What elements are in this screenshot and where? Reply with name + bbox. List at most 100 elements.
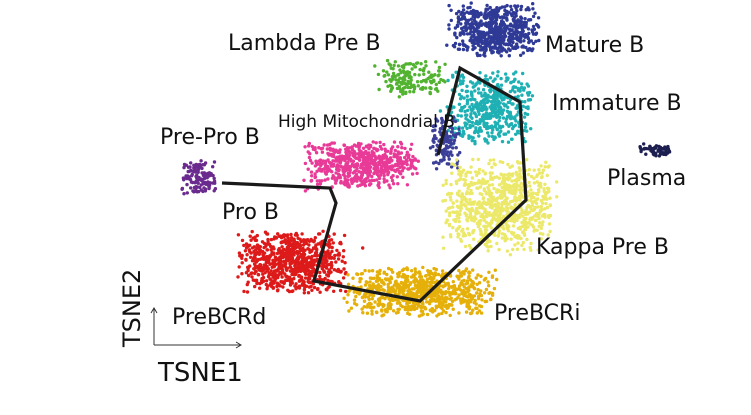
scatter-point (555, 195, 559, 199)
scatter-point (393, 169, 398, 173)
scatter-point (319, 163, 323, 168)
scatter-point (389, 149, 393, 154)
scatter-point (237, 251, 242, 255)
scatter-point (395, 81, 399, 86)
scatter-point (451, 205, 455, 209)
scatter-point (268, 282, 273, 287)
scatter-point (364, 170, 368, 175)
scatter-point (527, 168, 531, 172)
scatter-point (309, 280, 313, 285)
scatter-point (464, 310, 469, 314)
scatter-point (283, 238, 287, 242)
scatter-point (519, 53, 523, 57)
scatter-point (302, 291, 306, 295)
scatter-point (273, 235, 277, 239)
scatter-point (383, 160, 387, 164)
scatter-point (328, 147, 332, 151)
scatter-point (404, 306, 408, 310)
scatter-point (340, 259, 344, 263)
scatter-point (513, 90, 517, 94)
scatter-point (364, 151, 368, 155)
scatter-point (383, 147, 387, 151)
scatter-point (196, 163, 200, 167)
scatter-point (309, 179, 313, 183)
scatter-point (499, 20, 504, 25)
scatter-point (474, 82, 478, 87)
scatter-point (500, 205, 504, 210)
scatter-point (484, 287, 489, 292)
scatter-point (508, 23, 512, 27)
scatter-point (326, 274, 331, 278)
scatter-point (396, 150, 400, 154)
scatter-point (395, 175, 399, 179)
scatter-point (461, 168, 466, 172)
scatter-point (488, 76, 493, 80)
scatter-point (484, 209, 488, 214)
scatter-point (511, 232, 515, 236)
scatter-point (473, 216, 477, 220)
scatter-point (516, 30, 520, 34)
scatter-point (521, 71, 525, 76)
scatter-point (375, 165, 380, 170)
scatter-point (324, 266, 329, 270)
scatter-point (533, 11, 537, 15)
scatter-point (510, 174, 515, 178)
scatter-point (264, 279, 269, 283)
scatter-point (318, 290, 322, 294)
scatter-point (289, 232, 293, 237)
scatter-point (260, 250, 265, 254)
scatter-point (460, 200, 464, 204)
scatter-point (457, 225, 462, 229)
scatter-point (305, 261, 309, 265)
scatter-point (266, 260, 270, 264)
scatter-point (297, 250, 301, 255)
scatter-point (498, 6, 502, 10)
scatter-point (488, 45, 492, 49)
scatter-point (485, 107, 489, 111)
scatter-point (499, 109, 504, 113)
scatter-point (408, 62, 412, 66)
scatter-point (307, 285, 312, 289)
scatter-point (460, 10, 464, 15)
scatter-point (460, 126, 465, 130)
scatter-point (433, 271, 437, 275)
scatter-point (468, 278, 473, 282)
scatter-point (317, 179, 322, 183)
scatter-point (465, 126, 469, 131)
scatter-point (523, 125, 528, 129)
scatter-point (477, 134, 481, 138)
scatter-point (306, 279, 310, 284)
scatter-point (495, 74, 500, 78)
scatter-point (428, 86, 432, 90)
scatter-point (406, 311, 410, 316)
scatter-point (486, 192, 490, 196)
scatter-point (529, 248, 533, 252)
scatter-point (523, 100, 527, 104)
scatter-point (453, 210, 457, 215)
scatter-point (292, 273, 297, 277)
scatter-point (248, 250, 252, 254)
cluster-label-high-mitochondrial-b: High Mitochondrial B (278, 112, 455, 132)
scatter-point (505, 177, 510, 181)
scatter-point (490, 165, 494, 169)
scatter-point (451, 73, 455, 78)
scatter-point (405, 283, 409, 287)
scatter-point (396, 299, 400, 303)
scatter-point (385, 70, 389, 74)
scatter-point (444, 209, 448, 213)
scatter-point (483, 299, 488, 304)
scatter-point (340, 165, 344, 169)
scatter-point (475, 103, 480, 108)
scatter-point (428, 91, 432, 96)
scatter-point (365, 311, 370, 315)
scatter-point (447, 222, 452, 226)
scatter-point (509, 237, 513, 241)
scatter-point (492, 286, 497, 291)
scatter-point (367, 301, 372, 305)
scatter-point (382, 180, 386, 184)
scatter-point (342, 267, 346, 271)
scatter-point (527, 31, 531, 36)
scatter-point (454, 70, 458, 75)
scatter-point (517, 172, 522, 176)
scatter-point (515, 42, 519, 46)
